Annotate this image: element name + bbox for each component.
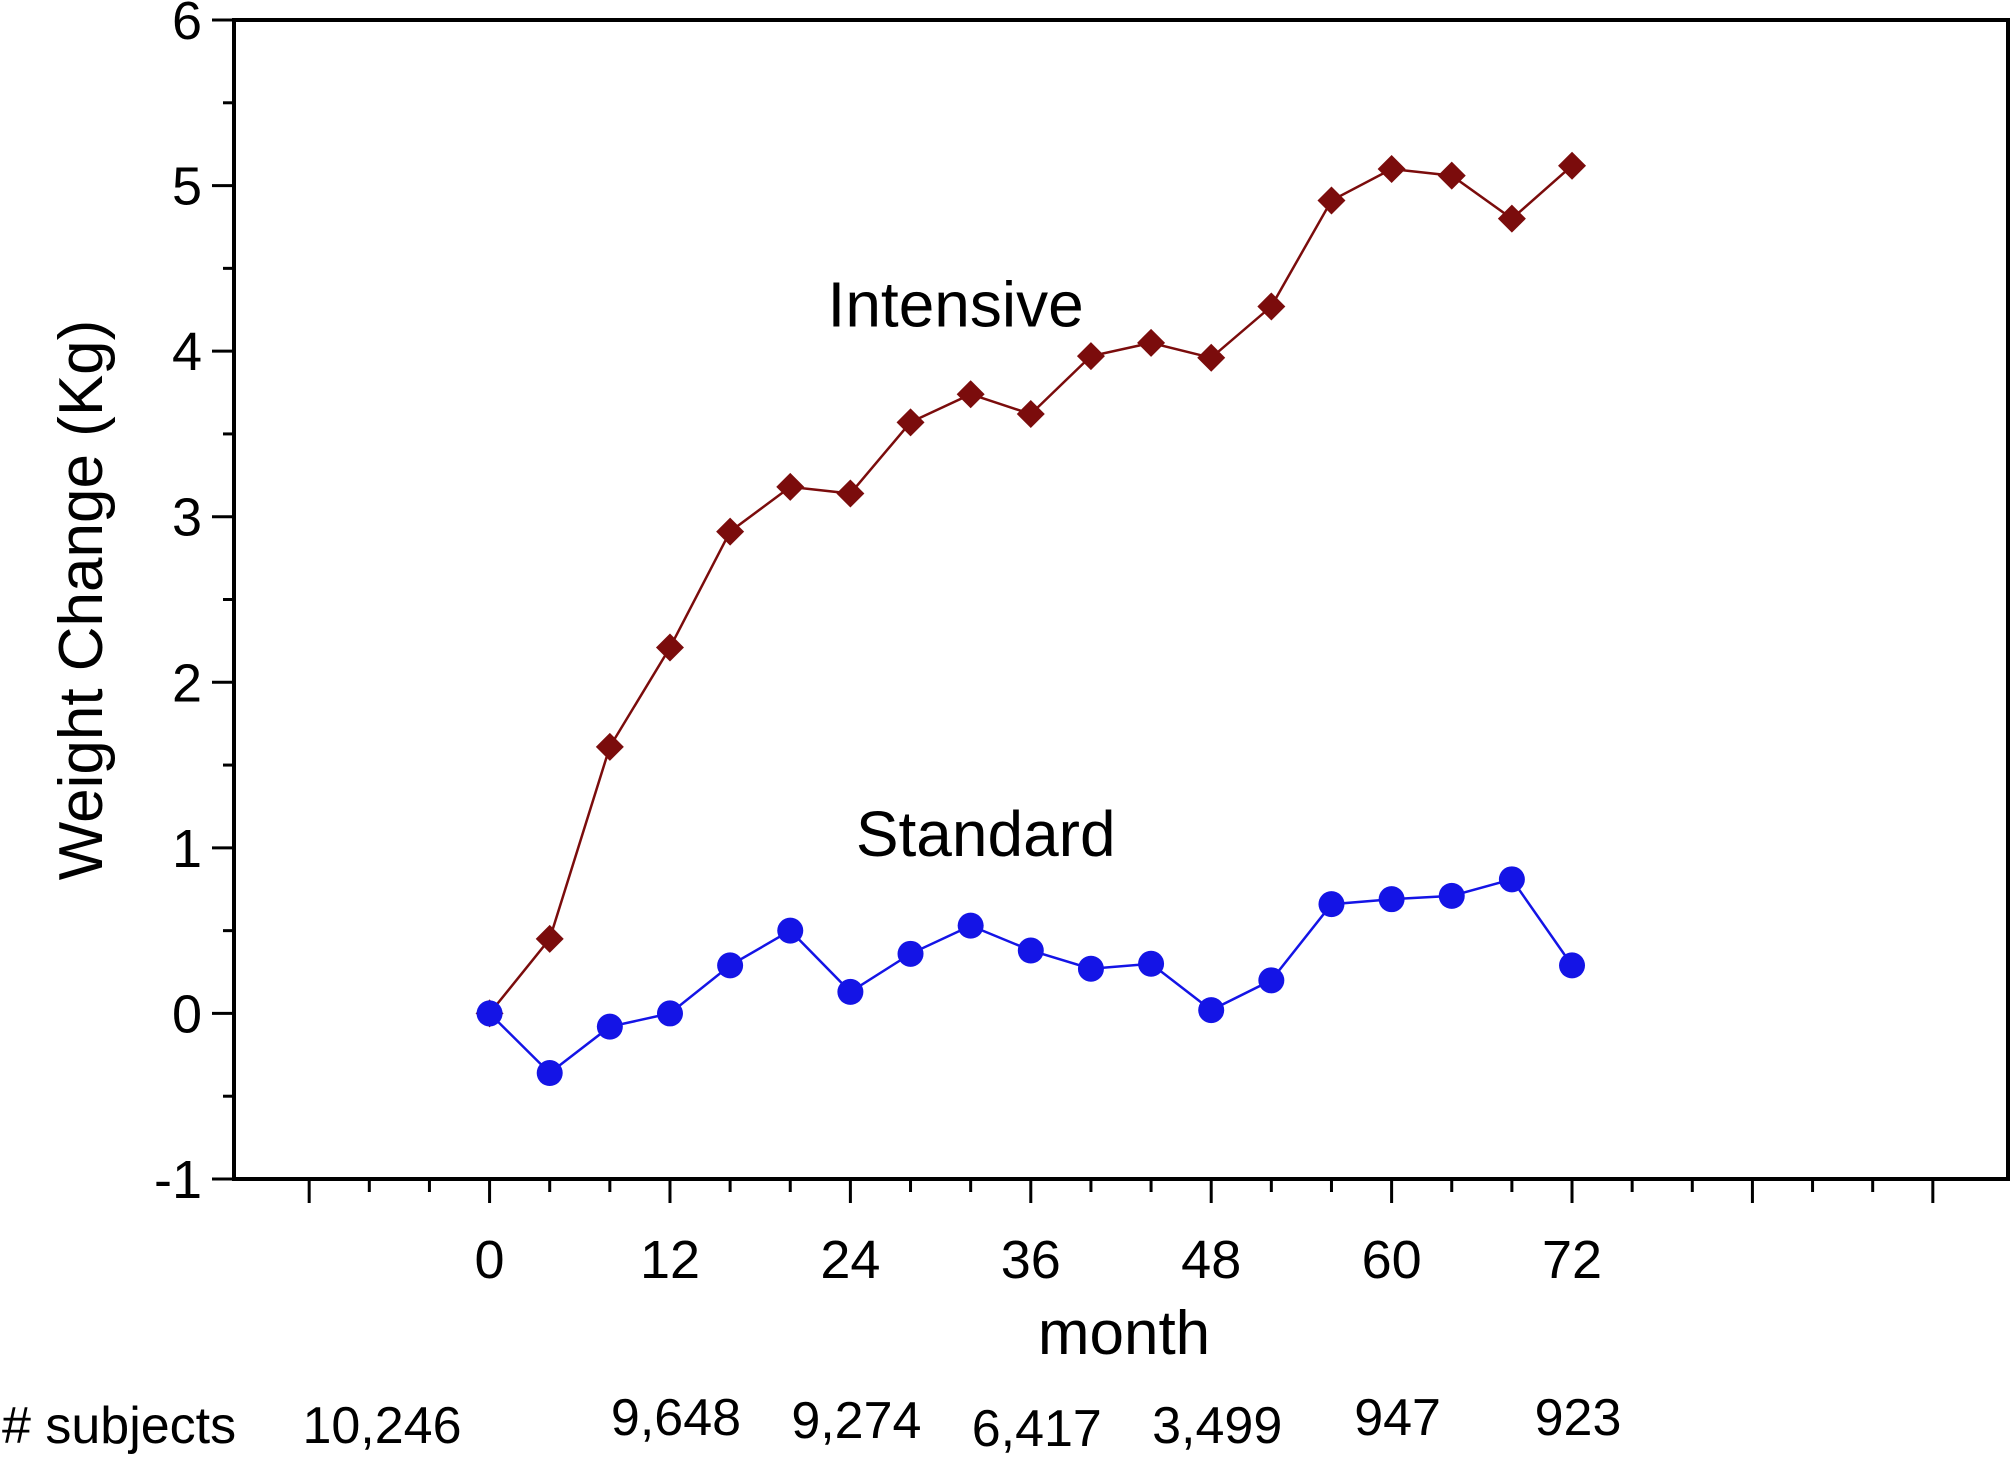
data-point xyxy=(837,978,864,1005)
data-point xyxy=(1137,328,1166,357)
subjects-row: # subjects 10,246 9,648 9,274 6,417 3,499 947… xyxy=(2,1389,1621,1458)
data-point xyxy=(777,917,804,944)
data-point xyxy=(897,940,924,967)
data-point xyxy=(1378,886,1405,913)
x-tick-label: 12 xyxy=(640,1230,700,1290)
data-point xyxy=(1318,891,1345,918)
data-point xyxy=(655,633,684,662)
x-tick-label: 60 xyxy=(1362,1230,1422,1290)
series-annotation: Standard xyxy=(856,798,1116,870)
y-tick-label: 4 xyxy=(172,322,202,382)
annotation-layer: Intensive Standard xyxy=(828,268,1116,870)
x-axis-title: month xyxy=(1038,1299,1210,1368)
data-point xyxy=(1438,882,1465,909)
subjects-count: 947 xyxy=(1354,1389,1441,1447)
y-tick-label: 0 xyxy=(172,984,202,1044)
series-annotation: Intensive xyxy=(828,268,1084,340)
y-tick-label: 5 xyxy=(172,157,202,217)
data-point xyxy=(1016,400,1045,429)
subjects-count: 6,417 xyxy=(972,1400,1102,1458)
data-point xyxy=(1377,155,1406,184)
data-point xyxy=(956,380,985,409)
data-point xyxy=(1198,997,1225,1024)
subjects-count: 9,648 xyxy=(611,1389,741,1447)
data-point xyxy=(896,408,925,437)
y-axis: -1 0 1 2 3 4 5 6 xyxy=(154,0,234,1210)
data-point xyxy=(1437,161,1466,190)
series-line-standard xyxy=(488,877,1574,1075)
subjects-count: 9,274 xyxy=(791,1392,921,1450)
x-tick-label: 24 xyxy=(820,1230,880,1290)
data-point xyxy=(595,732,624,761)
data-point xyxy=(836,479,865,508)
data-point xyxy=(476,1000,503,1027)
x-tick-label: 36 xyxy=(1001,1230,1061,1290)
subjects-count: 923 xyxy=(1535,1389,1622,1447)
data-point xyxy=(1076,342,1105,371)
data-point xyxy=(1257,292,1286,321)
data-point xyxy=(656,1000,683,1027)
series-layer xyxy=(475,151,1587,1087)
y-tick-label: 6 xyxy=(172,0,202,51)
data-point xyxy=(1138,950,1165,977)
data-point xyxy=(1077,955,1104,982)
data-point xyxy=(1558,151,1587,180)
data-point xyxy=(1498,866,1525,893)
y-tick-label: -1 xyxy=(154,1150,202,1210)
y-tick-label: 3 xyxy=(172,488,202,548)
y-tick-label: 2 xyxy=(172,653,202,713)
data-point xyxy=(717,952,744,979)
data-point xyxy=(776,472,805,501)
data-point xyxy=(1497,204,1526,233)
y-tick-label: 1 xyxy=(172,819,202,879)
x-tick-label: 48 xyxy=(1181,1230,1241,1290)
data-point xyxy=(1017,937,1044,964)
data-point xyxy=(1317,186,1346,215)
data-point xyxy=(957,912,984,939)
subjects-label: # subjects xyxy=(2,1397,236,1455)
x-tick-label: 72 xyxy=(1542,1230,1602,1290)
data-point xyxy=(716,517,745,546)
x-tick-label: 0 xyxy=(475,1230,505,1290)
y-axis-title: Weight Change (Kg) xyxy=(47,320,116,881)
data-point xyxy=(535,924,564,953)
subjects-count: 10,246 xyxy=(302,1397,461,1455)
series-standard xyxy=(476,866,1586,1087)
data-point xyxy=(596,1013,623,1040)
data-point xyxy=(1258,967,1285,994)
x-axis: 0 12 24 36 48 60 72 xyxy=(307,1179,1935,1290)
subjects-count: 3,499 xyxy=(1152,1397,1282,1455)
plot-frame xyxy=(232,18,2010,1181)
data-point xyxy=(1559,952,1586,979)
data-point xyxy=(1197,343,1226,372)
data-point xyxy=(536,1060,563,1087)
